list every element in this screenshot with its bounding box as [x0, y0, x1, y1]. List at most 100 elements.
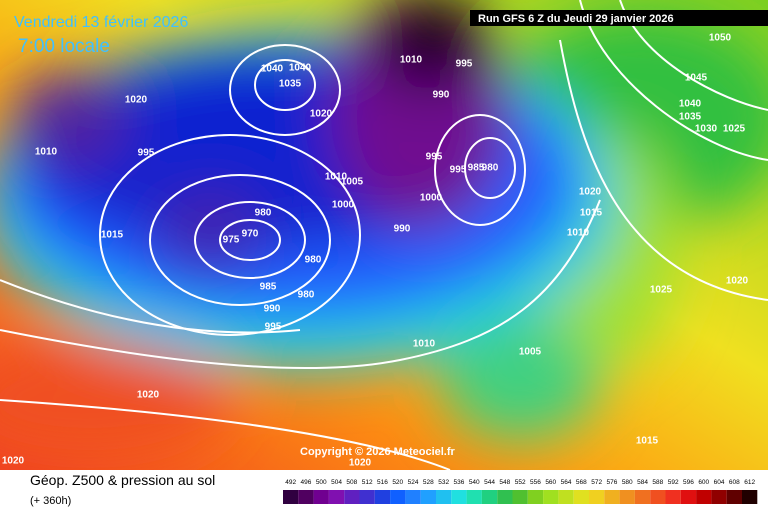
- isobar-label: 1010: [413, 339, 436, 350]
- isobar-label: 1010: [35, 147, 58, 158]
- colorbar-cell: [466, 490, 482, 504]
- colorbar-cell: [420, 490, 436, 504]
- colorbar-cell: [619, 490, 635, 504]
- colorbar-tick: 552: [515, 479, 526, 486]
- isobar-label: 975: [223, 235, 240, 246]
- colorbar-cell: [344, 490, 360, 504]
- colorbar-cell: [405, 490, 421, 504]
- copyright: Copyright © 2026 Meteociel.fr: [300, 446, 456, 458]
- isobars: [0, 0, 768, 470]
- colorbar-tick: 576: [607, 479, 618, 486]
- isobar-label: 1020: [579, 187, 602, 198]
- colorbar-cell: [451, 490, 467, 504]
- colorbar-tick: 520: [392, 479, 403, 486]
- colorbar-tick: 528: [423, 479, 434, 486]
- colorbar-cell: [298, 490, 314, 504]
- colorbar-cell: [497, 490, 513, 504]
- colorbar-tick: 548: [499, 479, 510, 486]
- isobar-label: 985: [468, 163, 485, 174]
- isobar-label: 995: [426, 152, 443, 163]
- isobar-label: 1035: [279, 79, 302, 90]
- isobar-label: 1020: [349, 458, 372, 469]
- isobar-label: 1005: [341, 177, 364, 188]
- colorbar-tick: 544: [484, 479, 495, 486]
- forecast-date: Vendredi 13 février 2026: [14, 14, 188, 31]
- isobar-label: 1015: [101, 230, 124, 241]
- isobar-label: 980: [482, 163, 499, 174]
- isobar-label: 1025: [650, 285, 673, 296]
- isobar-label: 1020: [2, 456, 25, 467]
- colorbar-cell: [374, 490, 391, 504]
- colorbar-cell: [573, 490, 589, 504]
- colorbar-tick: 612: [744, 479, 755, 486]
- isobar-label: 990: [433, 90, 450, 101]
- isobar-label: 985: [260, 282, 277, 293]
- colorbar-tick: 588: [652, 479, 663, 486]
- isobar-label: 995: [450, 165, 467, 176]
- colorbar-cell: [650, 490, 666, 504]
- isobar-label: 1015: [636, 436, 659, 447]
- legend-title: Géop. Z500 & pression au sol: [30, 472, 215, 488]
- colorbar-tick: 508: [346, 479, 357, 486]
- isobar-label: 995: [138, 148, 155, 159]
- colorbar-tick: 496: [301, 479, 312, 486]
- colorbar-tick: 572: [591, 479, 602, 486]
- colorbar-tick: 596: [683, 479, 694, 486]
- colorbar-cell: [604, 490, 620, 504]
- isobar-label: 1010: [567, 228, 590, 239]
- colorbar-tick: 564: [561, 479, 572, 486]
- colorbar-tick: 540: [469, 479, 480, 486]
- isobar-label: 990: [264, 304, 281, 315]
- colorbar-cell: [390, 490, 406, 504]
- colorbar-tick: 516: [377, 479, 388, 486]
- colorbar-cell: [359, 490, 375, 504]
- run-info: Run GFS 6 Z du Jeudi 29 janvier 2026: [478, 13, 674, 25]
- isobar-label: 1010: [400, 55, 423, 66]
- colorbar-cell: [680, 490, 697, 504]
- isobar-label: 980: [305, 255, 322, 266]
- isobar-label: 970: [242, 229, 259, 240]
- isobar-label: 1040: [261, 64, 284, 75]
- isobar-label: 1030: [695, 124, 718, 135]
- run-banner: [470, 10, 768, 26]
- isobar-label: 1000: [332, 200, 355, 211]
- isobar-label: 990: [394, 224, 411, 235]
- isobar-label: 1020: [125, 95, 148, 106]
- isobar-label: 1035: [679, 112, 702, 123]
- isobar-label: 1050: [709, 33, 732, 44]
- isobar-label: 1020: [137, 390, 160, 401]
- legend-subtitle: (+ 360h): [30, 495, 71, 507]
- colorbar-cell: [665, 490, 681, 504]
- forecast-time: 7:00 locale: [18, 36, 110, 57]
- colorbar-cell: [543, 490, 559, 504]
- isobar-label: 1045: [685, 73, 708, 84]
- colorbar-tick: 604: [714, 479, 725, 486]
- colorbar-cell: [711, 490, 727, 504]
- colorbar-tick: 556: [530, 479, 541, 486]
- isobar-label: 1010: [325, 172, 348, 183]
- colorbar-tick: 584: [637, 479, 648, 486]
- isobar-label: 1000: [420, 193, 443, 204]
- isobar-label: 1020: [726, 276, 749, 287]
- isobar-label: 1005: [519, 347, 542, 358]
- colorbar-cell: [527, 490, 544, 504]
- colorbar-tick: 600: [698, 479, 709, 486]
- isobar-label: 1020: [310, 109, 333, 120]
- isobar-label: 1040: [679, 99, 702, 110]
- colorbar-tick: 536: [454, 479, 465, 486]
- colorbar-tick: 512: [362, 479, 373, 486]
- colorbar-cell: [696, 490, 712, 504]
- isobar-label: 1040: [289, 63, 312, 74]
- colorbar-cell: [726, 490, 742, 504]
- isobar-label: 980: [298, 290, 315, 301]
- colorbar-tick: 532: [438, 479, 449, 486]
- colorbar-cell: [558, 490, 574, 504]
- colorbar-cell: [512, 490, 528, 504]
- colorbar-cell: [634, 490, 651, 504]
- isobar-label: 995: [456, 59, 473, 70]
- isobar-label: 1015: [580, 208, 603, 219]
- colorbar-cell: [481, 490, 498, 504]
- colorbar-cell: [328, 490, 345, 504]
